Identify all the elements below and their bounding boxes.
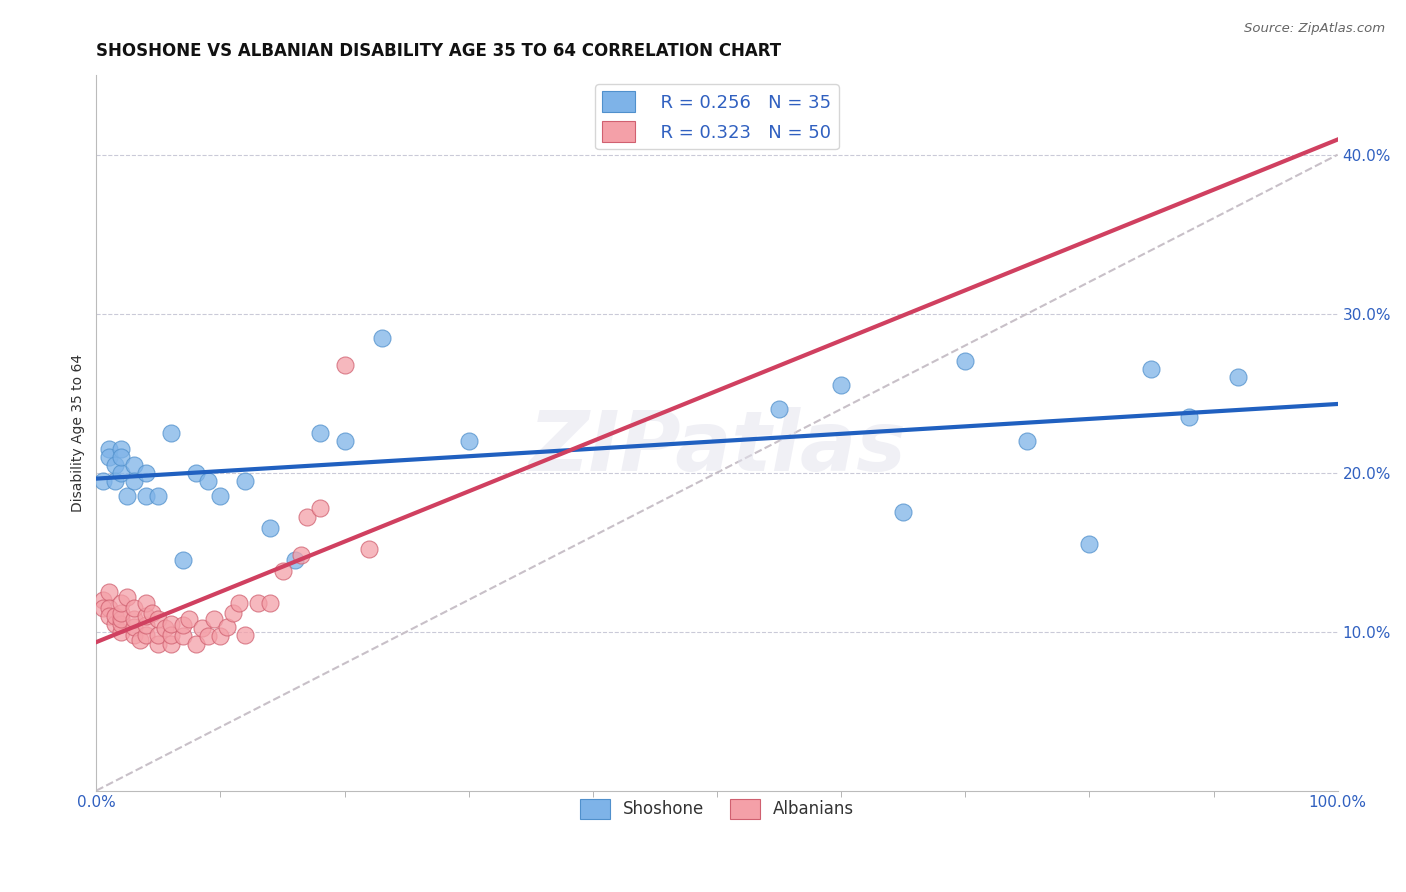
Point <box>308 500 330 515</box>
Point <box>297 510 319 524</box>
Point <box>191 622 214 636</box>
Point <box>110 596 132 610</box>
Point <box>222 606 245 620</box>
Point <box>197 474 219 488</box>
Point <box>179 612 201 626</box>
Point <box>91 474 114 488</box>
Y-axis label: Disability Age 35 to 64: Disability Age 35 to 64 <box>72 354 86 512</box>
Point <box>148 490 170 504</box>
Point <box>110 624 132 639</box>
Point <box>1140 362 1163 376</box>
Point <box>91 600 114 615</box>
Text: Source: ZipAtlas.com: Source: ZipAtlas.com <box>1244 22 1385 36</box>
Point <box>104 458 127 472</box>
Point <box>104 608 127 623</box>
Point <box>122 612 145 626</box>
Point <box>135 466 157 480</box>
Point <box>172 553 194 567</box>
Point <box>148 612 170 626</box>
Point <box>1177 409 1199 424</box>
Point <box>97 608 120 623</box>
Point <box>153 622 176 636</box>
Point <box>271 564 294 578</box>
Point <box>148 628 170 642</box>
Point <box>246 596 269 610</box>
Point <box>97 442 120 456</box>
Point <box>159 628 181 642</box>
Point <box>159 425 181 440</box>
Point <box>110 616 132 631</box>
Point <box>97 585 120 599</box>
Point <box>172 618 194 632</box>
Point <box>308 425 330 440</box>
Point <box>117 490 139 504</box>
Point <box>1227 370 1250 384</box>
Point <box>148 637 170 651</box>
Point <box>122 600 145 615</box>
Point <box>122 628 145 642</box>
Point <box>97 600 120 615</box>
Point <box>371 330 394 344</box>
Point <box>209 629 232 643</box>
Legend: Shoshone, Albanians: Shoshone, Albanians <box>574 793 860 825</box>
Point <box>117 590 139 604</box>
Point <box>290 549 312 563</box>
Point <box>135 490 157 504</box>
Point <box>955 354 977 368</box>
Point <box>359 541 381 556</box>
Point <box>122 620 145 634</box>
Point <box>184 637 207 651</box>
Point <box>172 629 194 643</box>
Point <box>110 612 132 626</box>
Point <box>122 474 145 488</box>
Point <box>122 458 145 472</box>
Point <box>135 618 157 632</box>
Point <box>159 616 181 631</box>
Point <box>135 628 157 642</box>
Point <box>768 402 790 417</box>
Point <box>457 434 479 448</box>
Point <box>91 592 114 607</box>
Point <box>259 596 281 610</box>
Point <box>333 434 356 448</box>
Point <box>197 629 219 643</box>
Point <box>830 378 852 392</box>
Point <box>891 505 914 519</box>
Point <box>202 612 225 626</box>
Point <box>128 632 150 647</box>
Point <box>141 606 163 620</box>
Point <box>215 620 238 634</box>
Point <box>110 466 132 480</box>
Point <box>184 466 207 480</box>
Point <box>333 358 356 372</box>
Point <box>1078 537 1101 551</box>
Point <box>284 553 307 567</box>
Point <box>209 490 232 504</box>
Point <box>104 616 127 631</box>
Point <box>228 596 250 610</box>
Point <box>159 637 181 651</box>
Point <box>110 450 132 464</box>
Text: SHOSHONE VS ALBANIAN DISABILITY AGE 35 TO 64 CORRELATION CHART: SHOSHONE VS ALBANIAN DISABILITY AGE 35 T… <box>97 42 782 60</box>
Point <box>110 442 132 456</box>
Point <box>110 606 132 620</box>
Point <box>1017 434 1039 448</box>
Point <box>135 596 157 610</box>
Point <box>104 474 127 488</box>
Point <box>233 474 256 488</box>
Point <box>259 521 281 535</box>
Point <box>135 608 157 623</box>
Point <box>97 450 120 464</box>
Point <box>233 628 256 642</box>
Text: ZIPatlas: ZIPatlas <box>529 407 905 488</box>
